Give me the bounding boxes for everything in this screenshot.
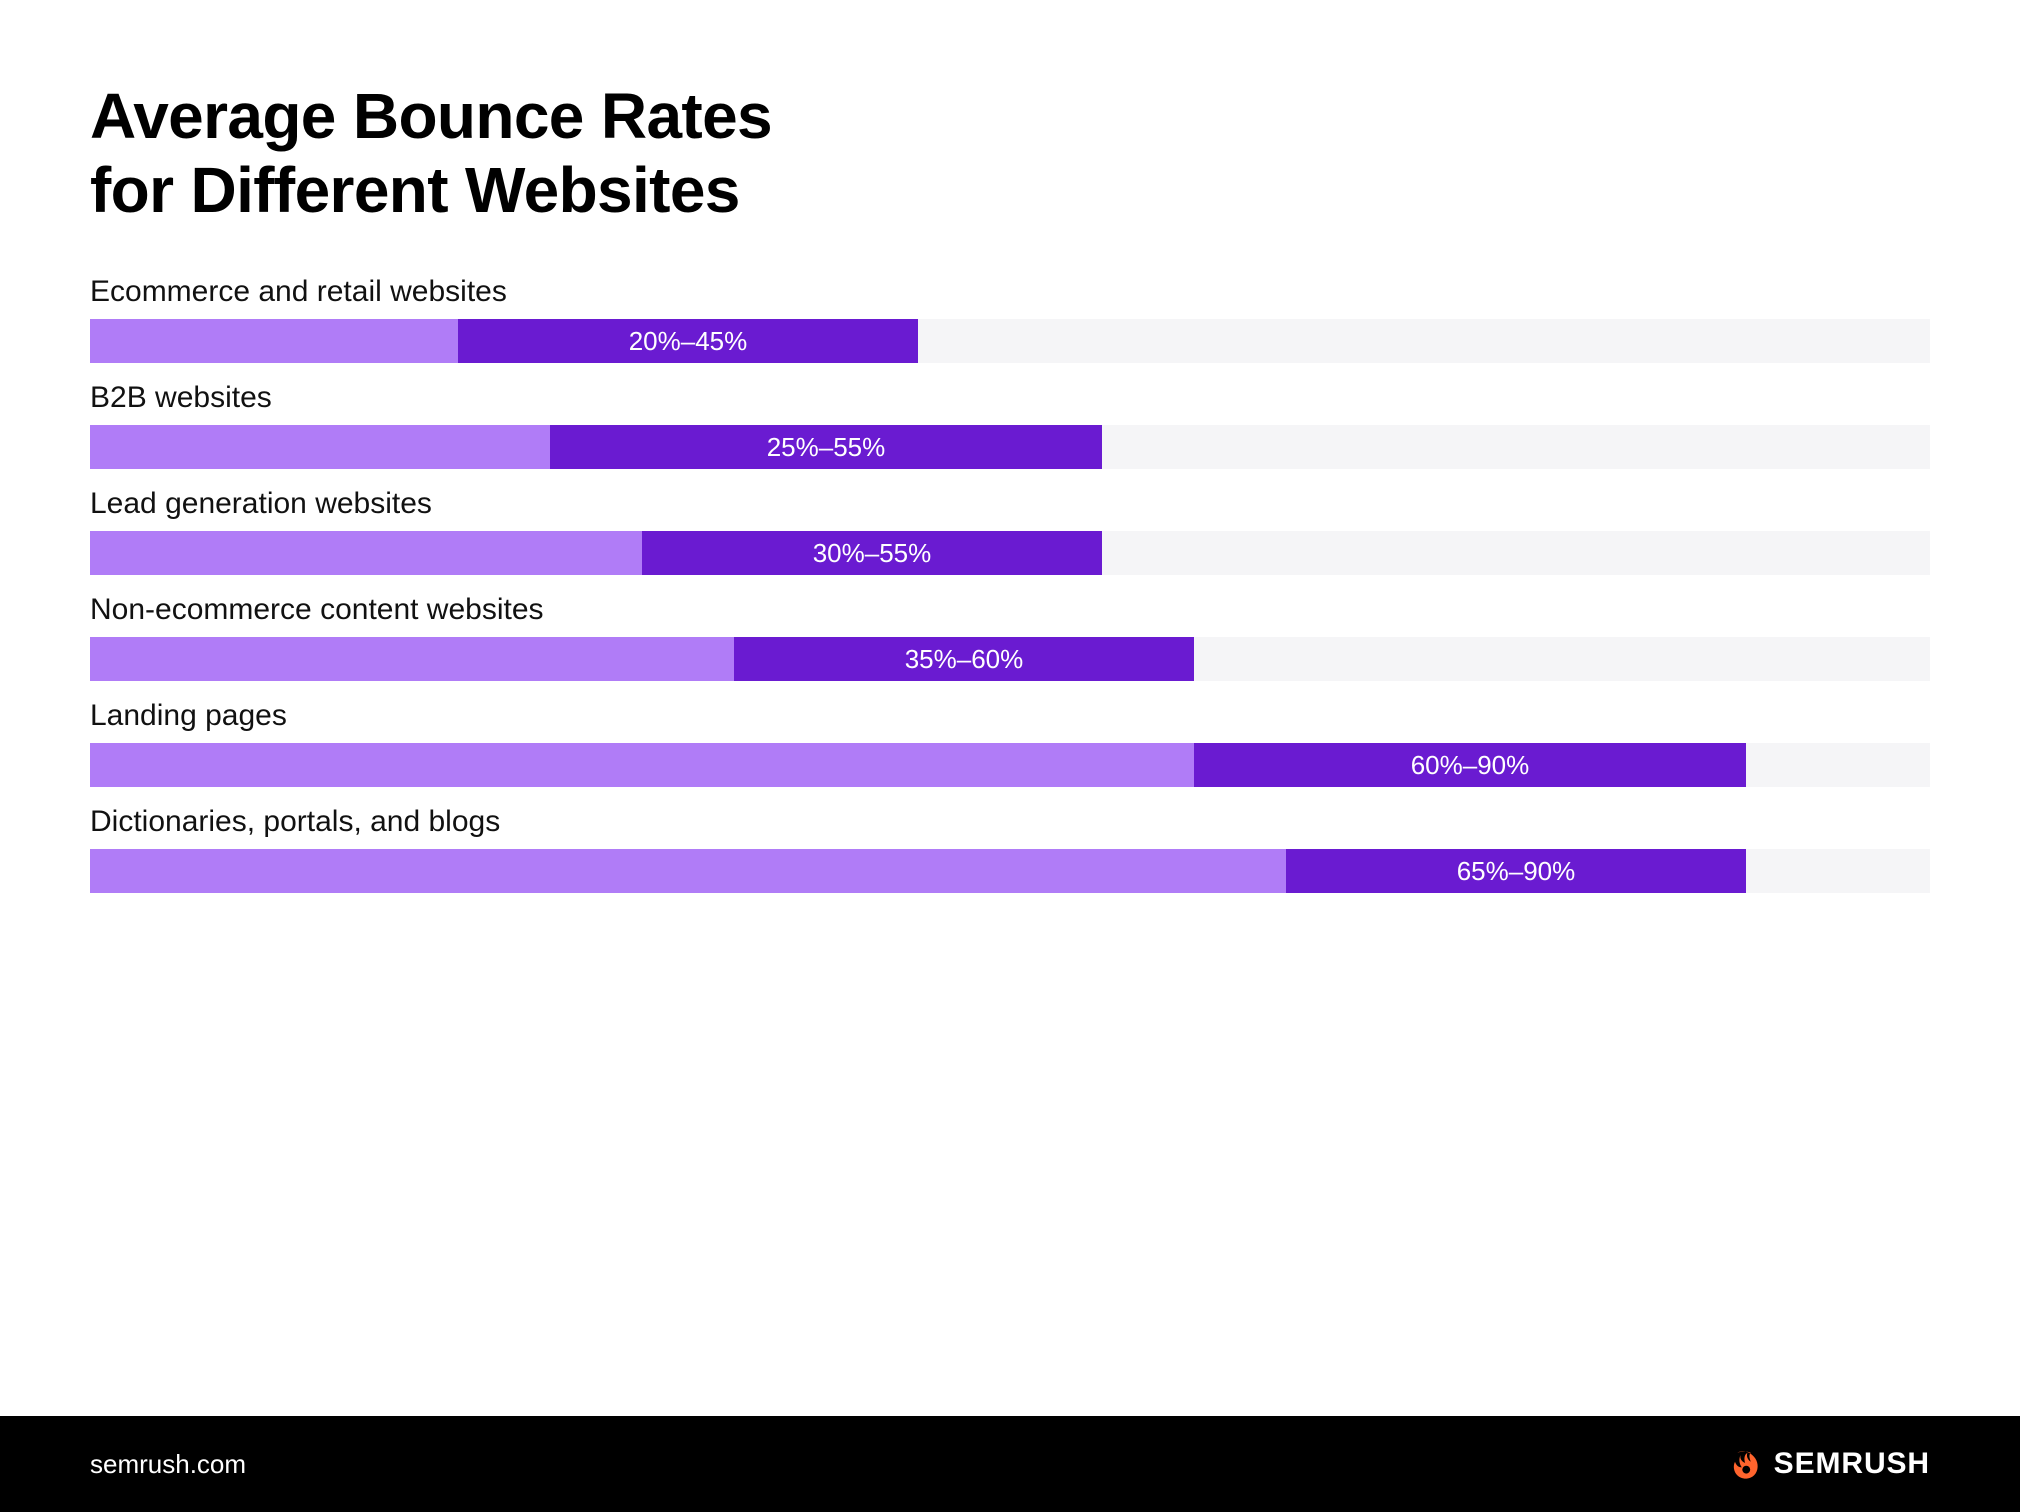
bar-track: 65%–90% xyxy=(90,849,1930,893)
footer: semrush.com SEMRUSH xyxy=(0,1416,2020,1512)
range-value-label: 30%–55% xyxy=(813,538,932,569)
chart-row: Lead generation websites 30%–55% xyxy=(90,487,1930,575)
range-value-label: 20%–45% xyxy=(629,326,748,357)
row-label: Landing pages xyxy=(90,699,1930,733)
bar-track: 25%–55% xyxy=(90,425,1930,469)
range-high-segment: 35%–60% xyxy=(734,637,1194,681)
range-high-segment: 30%–55% xyxy=(642,531,1102,575)
brand: SEMRUSH xyxy=(1726,1446,1930,1482)
range-high-segment: 65%–90% xyxy=(1286,849,1746,893)
range-low-segment xyxy=(90,319,458,363)
range-low-segment xyxy=(90,425,550,469)
range-bar-chart: Ecommerce and retail websites 20%–45% B2B … xyxy=(90,275,1930,893)
chart-row: B2B websites 25%–55% xyxy=(90,381,1930,469)
range-high-segment: 20%–45% xyxy=(458,319,918,363)
row-label: Lead generation websites xyxy=(90,487,1930,521)
title-line-1: Average Bounce Rates xyxy=(90,80,1930,154)
row-label: B2B websites xyxy=(90,381,1930,415)
range-high-segment: 25%–55% xyxy=(550,425,1102,469)
title-line-2: for Different Websites xyxy=(90,154,1930,228)
range-low-segment xyxy=(90,849,1286,893)
bar-track: 30%–55% xyxy=(90,531,1930,575)
footer-url: semrush.com xyxy=(90,1449,246,1480)
bar-track: 35%–60% xyxy=(90,637,1930,681)
row-label: Ecommerce and retail websites xyxy=(90,275,1930,309)
range-low-segment xyxy=(90,743,1194,787)
range-high-segment: 60%–90% xyxy=(1194,743,1746,787)
semrush-fire-icon xyxy=(1726,1446,1762,1482)
row-label: Non-ecommerce content websites xyxy=(90,593,1930,627)
range-value-label: 60%–90% xyxy=(1411,750,1530,781)
row-label: Dictionaries, portals, and blogs xyxy=(90,805,1930,839)
chart-row: Landing pages 60%–90% xyxy=(90,699,1930,787)
range-low-segment xyxy=(90,637,734,681)
brand-name: SEMRUSH xyxy=(1774,1447,1930,1481)
chart-title: Average Bounce Rates for Different Websi… xyxy=(90,80,1930,227)
bar-track: 20%–45% xyxy=(90,319,1930,363)
range-low-segment xyxy=(90,531,642,575)
chart-row: Ecommerce and retail websites 20%–45% xyxy=(90,275,1930,363)
range-value-label: 25%–55% xyxy=(767,432,886,463)
chart-container: Average Bounce Rates for Different Websi… xyxy=(0,0,2020,1416)
chart-row: Dictionaries, portals, and blogs 65%–90% xyxy=(90,805,1930,893)
range-value-label: 35%–60% xyxy=(905,644,1024,675)
chart-row: Non-ecommerce content websites 35%–60% xyxy=(90,593,1930,681)
range-value-label: 65%–90% xyxy=(1457,856,1576,887)
bar-track: 60%–90% xyxy=(90,743,1930,787)
